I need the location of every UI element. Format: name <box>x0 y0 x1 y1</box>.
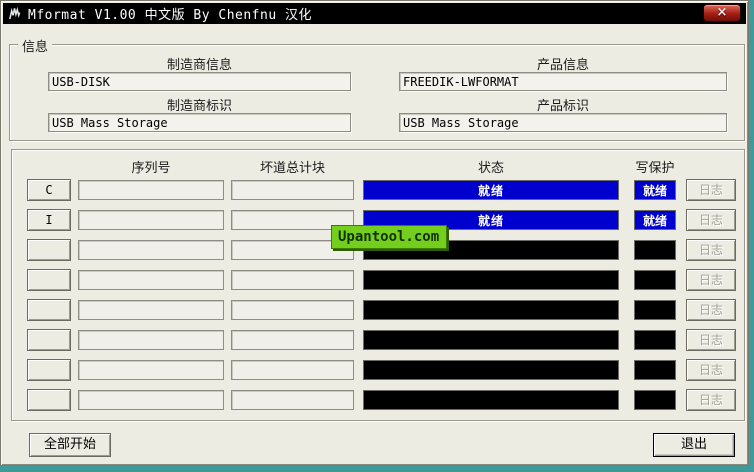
bad-blocks-cell <box>231 180 354 200</box>
drive-letter-button[interactable] <box>27 329 71 351</box>
info-groupbox: 信息 <box>9 36 745 141</box>
table-row: 日志 <box>12 329 744 351</box>
log-button[interactable]: 日志 <box>686 299 736 321</box>
desktop-edge-bottom <box>0 467 754 472</box>
product-id-field[interactable]: USB Mass Storage <box>399 113 727 132</box>
header-bad-blocks: 坏道总计块 <box>259 161 325 176</box>
serial-number-cell <box>78 360 224 380</box>
manufacturer-info-label: 制造商信息 <box>166 58 232 73</box>
drive-letter-button[interactable] <box>27 389 71 411</box>
log-button[interactable]: 日志 <box>686 269 736 291</box>
drive-letter-button[interactable] <box>27 299 71 321</box>
write-protect-box <box>634 390 676 410</box>
bad-blocks-cell <box>231 300 354 320</box>
bad-blocks-cell <box>231 330 354 350</box>
write-protect-box <box>634 300 676 320</box>
serial-number-cell <box>78 270 224 290</box>
status-progress-bar <box>363 330 619 350</box>
product-info-label: 产品信息 <box>536 58 589 73</box>
manufacturer-info-field[interactable]: USB-DISK <box>48 72 351 91</box>
window-title: Mformat V1.00 中文版 By Chenfnu 汉化 <box>28 8 312 23</box>
log-button[interactable]: 日志 <box>686 179 736 201</box>
close-button[interactable]: × <box>703 4 741 22</box>
status-progress-bar <box>363 270 619 290</box>
status-progress-bar <box>363 300 619 320</box>
table-row: 日志 <box>12 269 744 291</box>
status-text: 就绪 <box>477 183 504 198</box>
start-all-button[interactable]: 全部开始 <box>29 433 111 457</box>
bad-blocks-cell <box>231 240 354 260</box>
bad-blocks-cell <box>231 210 354 230</box>
table-row: 日志 <box>12 299 744 321</box>
drive-letter-button[interactable] <box>27 239 71 261</box>
exit-button[interactable]: 退出 <box>653 433 735 457</box>
log-button[interactable]: 日志 <box>686 329 736 351</box>
watermark-badge: Upantool.com <box>331 225 448 249</box>
desktop-edge-right <box>749 24 754 472</box>
log-button[interactable]: 日志 <box>686 389 736 411</box>
app-icon <box>9 6 21 20</box>
serial-number-cell <box>78 330 224 350</box>
header-serial: 序列号 <box>131 161 171 176</box>
write-protect-box: 就绪 <box>634 210 676 230</box>
serial-number-cell <box>78 300 224 320</box>
serial-number-cell <box>78 210 224 230</box>
log-button[interactable]: 日志 <box>686 359 736 381</box>
table-row: 日志 <box>12 389 744 411</box>
table-row: I 就绪 就绪 日志 <box>12 209 744 231</box>
log-button[interactable]: 日志 <box>686 239 736 261</box>
write-protect-box <box>634 270 676 290</box>
serial-number-cell <box>78 390 224 410</box>
bad-blocks-cell <box>231 360 354 380</box>
status-progress-bar <box>363 390 619 410</box>
status-progress-bar <box>363 360 619 380</box>
product-info-field[interactable]: FREEDIK-LWFORMAT <box>399 72 727 91</box>
header-write-protect: 写保护 <box>635 161 675 176</box>
drive-letter-button[interactable]: I <box>27 209 71 231</box>
bad-blocks-cell <box>231 390 354 410</box>
manufacturer-id-field[interactable]: USB Mass Storage <box>48 113 351 132</box>
titlebar[interactable]: Mformat V1.00 中文版 By Chenfnu 汉化 × <box>3 3 746 24</box>
bad-blocks-cell <box>231 270 354 290</box>
write-protect-text: 就绪 <box>642 213 667 228</box>
serial-number-cell <box>78 180 224 200</box>
drive-letter-button[interactable]: C <box>27 179 71 201</box>
drive-letter-button[interactable] <box>27 269 71 291</box>
header-status: 状态 <box>477 161 504 176</box>
serial-number-cell <box>78 240 224 260</box>
product-id-label: 产品标识 <box>536 99 589 114</box>
drive-letter-button[interactable] <box>27 359 71 381</box>
status-progress-bar: 就绪 <box>363 180 619 200</box>
table-row: 日志 <box>12 359 744 381</box>
write-protect-text: 就绪 <box>642 183 667 198</box>
manufacturer-id-label: 制造商标识 <box>166 99 232 114</box>
info-group-legend: 信息 <box>18 36 53 55</box>
device-table-panel: 序列号 坏道总计块 状态 写保护 C 就绪 就绪 日志 I 就绪 就绪 日志 <box>11 149 745 421</box>
table-header-row: 序列号 坏道总计块 状态 写保护 <box>12 157 744 176</box>
write-protect-box <box>634 240 676 260</box>
write-protect-box: 就绪 <box>634 180 676 200</box>
status-text: 就绪 <box>477 213 504 228</box>
write-protect-box <box>634 330 676 350</box>
write-protect-box <box>634 360 676 380</box>
log-button[interactable]: 日志 <box>686 209 736 231</box>
table-row: C 就绪 就绪 日志 <box>12 179 744 201</box>
table-rows: C 就绪 就绪 日志 I 就绪 就绪 日志 日志 <box>12 179 744 411</box>
